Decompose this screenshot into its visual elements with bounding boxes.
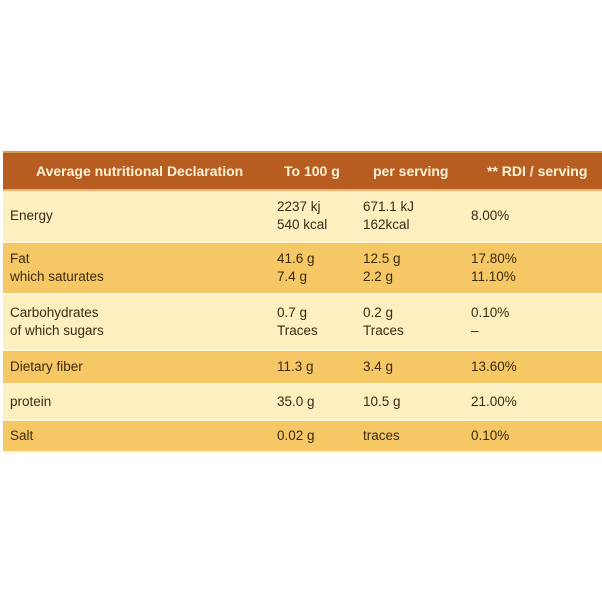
value-line: Traces [277, 323, 318, 338]
row-label: Dietary fiber [3, 350, 277, 384]
per-serving-value: 12.5 g 2.2 g [361, 242, 468, 294]
per-serving-value: 671.1 kJ 162kcal [361, 190, 468, 242]
value-line: 8.00% [471, 208, 510, 223]
value-line: 11.10% [471, 269, 516, 284]
value-line: 0.02 g [277, 428, 315, 443]
value-line: 10.5 g [363, 394, 401, 409]
value-line: 12.5 g [363, 251, 401, 266]
table-row-fat: Fat which saturates 41.6 g 7.4 g 12.5 g … [3, 242, 602, 294]
value-line: 11.3 g [277, 359, 314, 374]
rdi-value: 13.60% [468, 350, 602, 384]
row-label: Salt [3, 420, 277, 452]
label-line: protein [10, 394, 52, 409]
value-line: 0.10% [471, 428, 510, 443]
per-serving-value: 0.2 g Traces [361, 294, 468, 350]
table-row-protein: protein 35.0 g 10.5 g 21.00% [3, 384, 602, 420]
label-line: which saturates [10, 269, 104, 284]
header-row: Average nutritional Declaration To 100 g… [3, 151, 602, 191]
table-row-carbohydrates: Carbohydrates of which sugars 0.7 g Trac… [3, 294, 602, 350]
label-line: of which sugars [10, 323, 104, 338]
value-line: 17.80% [471, 251, 517, 266]
row-label: Carbohydrates of which sugars [3, 294, 277, 350]
value-line: 2.2 g [363, 269, 394, 284]
row-label: protein [3, 384, 277, 420]
value-line: 0.7 g [277, 305, 308, 320]
table-row-dietary-fiber: Dietary fiber 11.3 g 3.4 g 13.60% [3, 350, 602, 384]
value-line: 2237 kj [277, 199, 321, 214]
per-100g-value: 11.3 g [277, 350, 361, 384]
per-100g-value: 2237 kj 540 kcal [277, 190, 361, 242]
rdi-value: 0.10% – [468, 294, 602, 350]
header-per-serving: per serving [361, 151, 468, 191]
label-line: Energy [10, 208, 53, 223]
per-serving-value: 10.5 g [361, 384, 468, 420]
value-line: 0.10% [471, 305, 510, 320]
nutrition-table: Average nutritional Declaration To 100 g… [3, 151, 602, 453]
value-line: 21.00% [471, 394, 517, 409]
label-line: Dietary fiber [10, 359, 83, 374]
per-100g-value: 41.6 g 7.4 g [277, 242, 361, 294]
table-row-salt: Salt 0.02 g traces 0.10% [3, 420, 602, 452]
header-declaration: Average nutritional Declaration [3, 151, 277, 191]
rdi-value: 8.00% [468, 190, 602, 242]
value-line: – [471, 323, 479, 338]
header-rdi-serving: ** RDI / serving [468, 151, 602, 191]
per-100g-value: 0.02 g [277, 420, 361, 452]
value-line: traces [363, 428, 400, 443]
rdi-value: 0.10% [468, 420, 602, 452]
label-line: Carbohydrates [10, 305, 99, 320]
value-line: 35.0 g [277, 394, 315, 409]
table-row-energy: Energy 2237 kj 540 kcal 671.1 kJ 162kcal… [3, 190, 602, 242]
value-line: Traces [363, 323, 404, 338]
value-line: 3.4 g [363, 359, 394, 374]
rdi-value: 21.00% [468, 384, 602, 420]
value-line: 7.4 g [277, 269, 308, 284]
row-label: Energy [3, 190, 277, 242]
per-100g-value: 0.7 g Traces [277, 294, 361, 350]
value-line: 0.2 g [363, 305, 394, 320]
value-line: 540 kcal [277, 217, 328, 232]
per-100g-value: 35.0 g [277, 384, 361, 420]
per-serving-value: traces [361, 420, 468, 452]
header-per-100g: To 100 g [277, 151, 361, 191]
label-line: Fat [10, 251, 30, 266]
row-label: Fat which saturates [3, 242, 277, 294]
value-line: 41.6 g [277, 251, 315, 266]
value-line: 671.1 kJ [363, 199, 415, 214]
value-line: 162kcal [363, 217, 410, 232]
per-serving-value: 3.4 g [361, 350, 468, 384]
label-line: Salt [10, 428, 34, 443]
value-line: 13.60% [471, 359, 517, 374]
rdi-value: 17.80% 11.10% [468, 242, 602, 294]
